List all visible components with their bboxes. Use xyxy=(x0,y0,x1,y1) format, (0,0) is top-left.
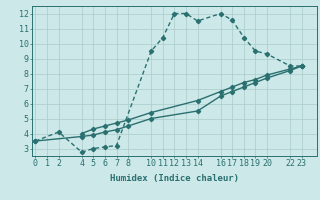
X-axis label: Humidex (Indice chaleur): Humidex (Indice chaleur) xyxy=(110,174,239,183)
